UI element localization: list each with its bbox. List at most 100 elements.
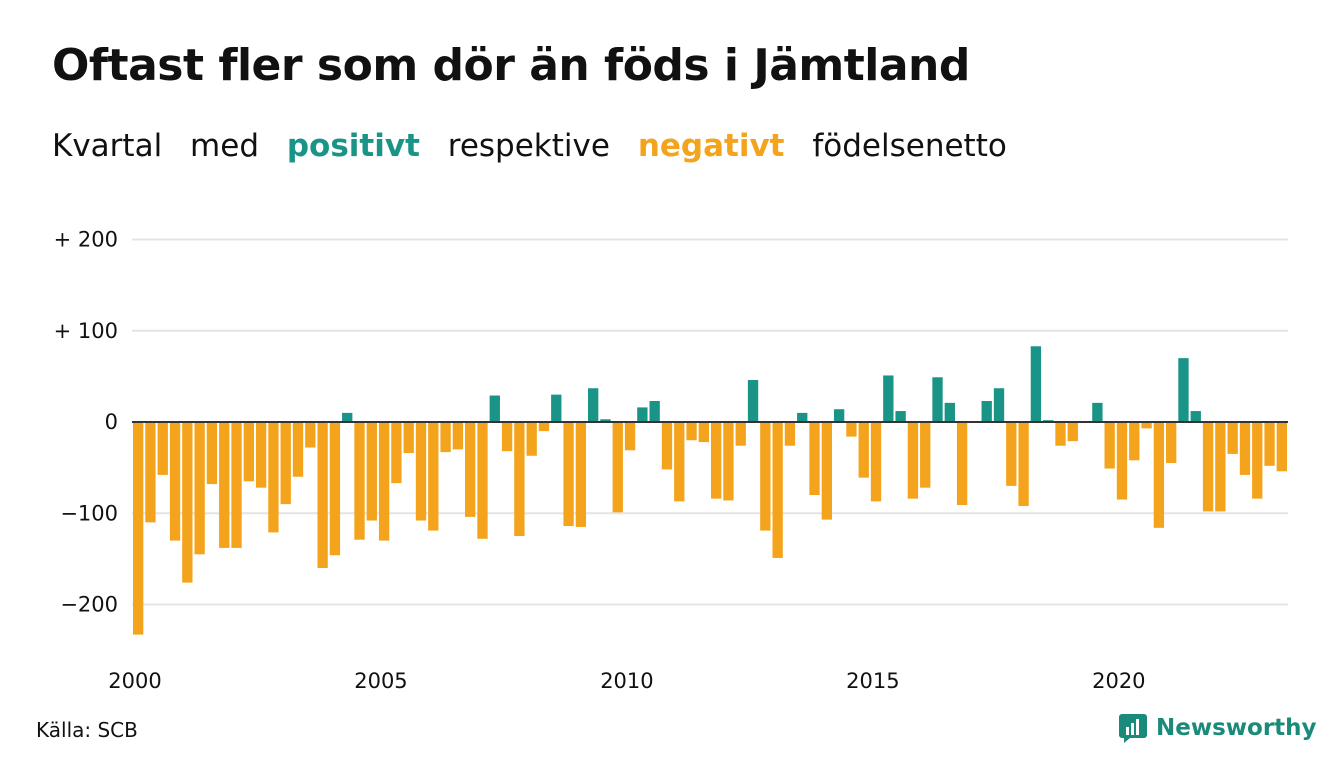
bar xyxy=(858,422,869,478)
bar xyxy=(1067,422,1078,442)
bar xyxy=(624,422,636,451)
bar xyxy=(600,419,611,422)
y-axis-ticks: + 200 + 100 0 −100 −200 xyxy=(54,228,118,617)
bar xyxy=(784,422,796,446)
x-tick-label: 2015 xyxy=(846,669,899,693)
subtitle-word-kvartal: Kvartal xyxy=(52,128,163,164)
bar xyxy=(1178,358,1189,422)
subtitle-word-fodelsenetto: födelsenetto xyxy=(812,128,1007,164)
bar xyxy=(993,388,1005,422)
bar xyxy=(538,422,550,432)
subtitle-word-respektive: respektive xyxy=(447,128,610,164)
brand-name: Newsworthy xyxy=(1156,715,1317,741)
bar xyxy=(1227,422,1238,454)
bar xyxy=(723,422,734,501)
bar xyxy=(1202,422,1214,512)
bar xyxy=(157,422,168,475)
bar xyxy=(612,422,623,513)
bar xyxy=(920,422,931,488)
bar xyxy=(477,422,488,539)
bar xyxy=(268,422,279,533)
bar xyxy=(932,377,943,422)
bar xyxy=(132,422,144,635)
y-tick-label: + 100 xyxy=(54,319,118,343)
bar xyxy=(1092,402,1103,422)
subtitle-word-med: med xyxy=(190,128,259,164)
bar xyxy=(1006,422,1017,486)
bar xyxy=(772,422,783,558)
bar xyxy=(588,388,599,422)
bar xyxy=(526,422,537,456)
bar xyxy=(194,422,205,555)
bar xyxy=(169,422,181,541)
x-axis-ticks: 2000 2005 2010 2015 2020 xyxy=(108,669,1145,693)
bar xyxy=(145,422,156,523)
bar xyxy=(219,422,230,548)
y-tick-label: + 200 xyxy=(54,228,118,252)
bar xyxy=(489,395,500,422)
bar xyxy=(452,422,464,450)
bar xyxy=(1018,422,1029,506)
bar xyxy=(514,422,525,537)
bar xyxy=(575,422,587,527)
bar xyxy=(870,422,882,502)
bar xyxy=(674,422,685,502)
bar xyxy=(637,407,648,422)
bar xyxy=(391,422,402,484)
bar xyxy=(846,422,857,437)
bar xyxy=(907,422,919,499)
bar xyxy=(206,422,218,485)
bar xyxy=(1129,422,1140,461)
bar xyxy=(378,422,390,541)
legend-negative-label: negativt xyxy=(637,128,785,164)
bar xyxy=(440,422,451,453)
bar xyxy=(243,422,254,482)
bar xyxy=(415,422,427,521)
bar xyxy=(403,422,414,454)
bar xyxy=(231,422,242,548)
bar xyxy=(1276,422,1288,472)
bar xyxy=(1264,422,1275,466)
bar xyxy=(698,422,710,443)
bar xyxy=(354,422,365,540)
brand-logo: Newsworthy xyxy=(1118,713,1317,743)
bar xyxy=(883,375,894,422)
bar xyxy=(292,422,304,477)
chart-subtitle: Kvartal med positivt respektive negativt… xyxy=(52,128,1025,164)
bar xyxy=(1116,422,1128,500)
bar xyxy=(944,402,955,422)
bar xyxy=(661,422,673,470)
y-tick-label: −100 xyxy=(60,501,118,525)
x-tick-label: 2005 xyxy=(354,669,407,693)
x-tick-label: 2010 xyxy=(600,669,653,693)
bar xyxy=(956,422,968,506)
bar xyxy=(182,422,193,583)
bar xyxy=(686,422,697,441)
bar xyxy=(366,422,377,521)
bar xyxy=(747,380,759,422)
source-note: Källa: SCB xyxy=(36,718,138,742)
y-tick-label: 0 xyxy=(105,410,118,434)
bar xyxy=(735,422,746,446)
y-tick-label: −200 xyxy=(60,593,118,617)
bar xyxy=(1215,422,1226,512)
bar xyxy=(255,422,267,488)
bar xyxy=(317,422,328,568)
bar xyxy=(428,422,439,531)
bar xyxy=(797,412,808,422)
bar xyxy=(895,411,906,422)
bar xyxy=(1030,346,1042,422)
bar xyxy=(465,422,476,517)
bar xyxy=(1141,422,1152,429)
chart-title: Oftast fler som dör än föds i Jämtland xyxy=(52,40,970,91)
bar xyxy=(760,422,771,531)
bar xyxy=(1153,422,1165,528)
newsworthy-logo-icon xyxy=(1119,714,1147,743)
bar xyxy=(833,409,845,422)
bar xyxy=(280,422,291,505)
bar xyxy=(710,422,722,499)
bar xyxy=(809,422,820,495)
bar xyxy=(342,412,353,422)
bar xyxy=(305,422,316,448)
